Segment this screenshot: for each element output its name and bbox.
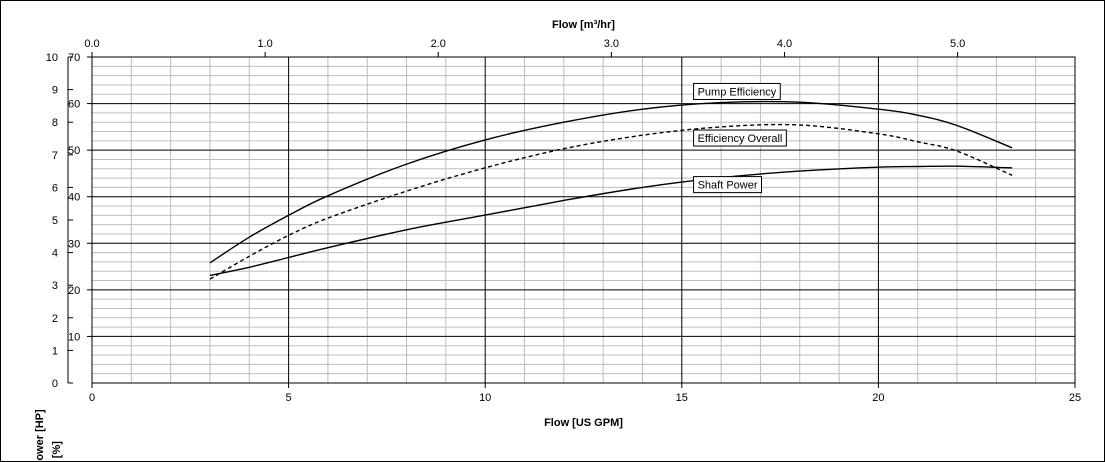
power-axis-tick-label: 9: [52, 85, 58, 97]
top-axis-tick-label: 2.0: [431, 38, 446, 50]
pump-efficiency-label-box: [693, 82, 781, 100]
efficiency-overall-label: Efficiency Overall: [698, 133, 783, 145]
top-axis-tick-label: 4.0: [777, 38, 792, 50]
top-axis-tick-label: 5.0: [950, 38, 965, 50]
bottom-axis-tick-label: 10: [479, 392, 491, 404]
curve-labels: Pump Efficiency Efficiency Overall Shaft P…: [693, 82, 787, 194]
bottom-axis-tick-label: 20: [872, 392, 884, 404]
efficiency-axis-tick-label: 40: [68, 192, 80, 204]
power-axis-tick-label: 2: [52, 313, 58, 325]
efficiency-axis-tick-label: 10: [68, 331, 80, 343]
curves: [209, 100, 1013, 280]
efficiency-axis-tick-label: 60: [68, 99, 80, 111]
bottom-axis-tick-label: 15: [676, 392, 688, 404]
power-axis-tick-label: 6: [52, 182, 58, 194]
power-axis-tick-label: 7: [52, 150, 58, 162]
power-axis-tick-label: 1: [52, 345, 58, 357]
top-axis-tick-label: 1.0: [257, 38, 272, 50]
efficiency-axis-tick-label: 20: [68, 285, 80, 297]
power-axis-tick-label: 0: [52, 378, 58, 390]
bottom-axis-tick-label: 0: [89, 392, 95, 404]
bottom-axis-tick-label: 5: [286, 392, 292, 404]
efficiency-axis-title: η [%]: [51, 441, 63, 462]
bottom-axis-title: Flow [US GPM]: [544, 417, 623, 429]
pump-efficiency-label: Pump Efficiency: [698, 86, 777, 98]
efficiency-axis-tick-label: 70: [68, 52, 80, 64]
top-axis-title: Flow [m³/hr]: [552, 19, 615, 31]
power-axis-title: Power [HP]: [34, 409, 46, 462]
power-axis-tick-label: 8: [52, 117, 58, 129]
efficiency-axis-tick-label: 30: [68, 238, 80, 250]
power-axis-tick-label: 5: [52, 215, 58, 227]
shaft-power-curve: [209, 165, 1013, 277]
efficiency-overall-curve: [209, 123, 1013, 280]
pump-efficiency-curve: [209, 100, 1013, 264]
power-axis-tick-label: 3: [52, 280, 58, 292]
plot-area-border: [91, 56, 1076, 384]
efficiency-overall-label-box: [693, 129, 787, 147]
top-axis-tick-label: 3.0: [604, 38, 619, 50]
bottom-axis-tick-label: 25: [1069, 392, 1081, 404]
efficiency-axis-tick-label: 50: [68, 145, 80, 157]
top-axis-tick-label: 0.0: [84, 38, 99, 50]
minor-grid: [92, 57, 1075, 383]
power-axis-tick-label: 4: [52, 248, 58, 260]
shaft-power-label: Shaft Power: [698, 180, 758, 192]
shaft-power-label-box: [693, 176, 763, 194]
power-axis-tick-label: 10: [46, 52, 58, 64]
